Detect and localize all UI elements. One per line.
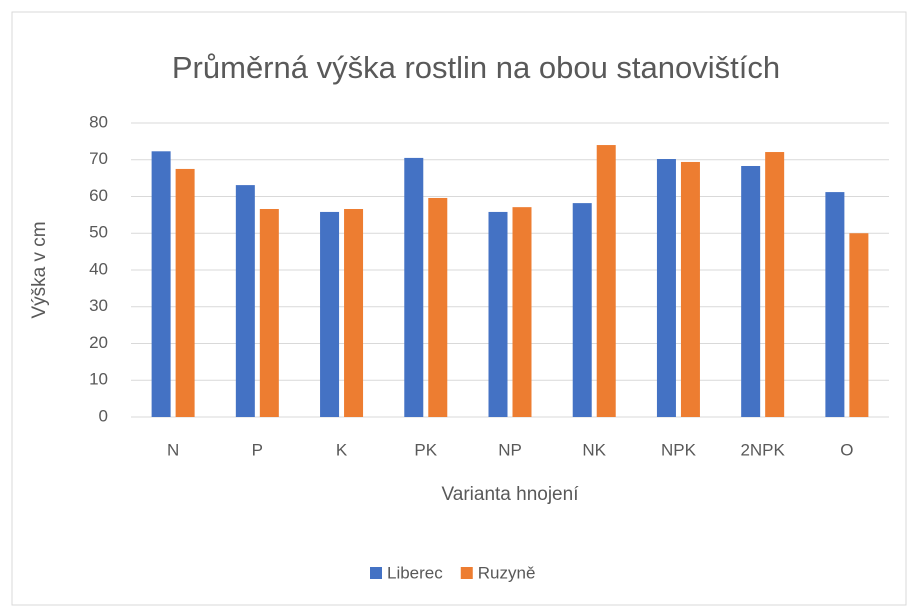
y-tick-label: 30 <box>89 296 108 315</box>
bar <box>235 185 255 417</box>
bar <box>344 208 364 417</box>
chart-title: Průměrná výška rostlin na obou stanovišt… <box>172 50 780 85</box>
bar <box>656 159 676 417</box>
x-tick-label: PK <box>414 440 437 459</box>
x-axis-label: Varianta hnojení <box>442 484 580 505</box>
bar <box>596 145 616 418</box>
bar <box>404 157 424 417</box>
bar <box>825 192 845 417</box>
x-tick-label: K <box>336 440 348 459</box>
bar <box>849 233 869 417</box>
y-axis-label: Výška v cm <box>29 221 50 318</box>
bar <box>741 165 761 417</box>
x-tick-label: O <box>840 440 853 459</box>
y-tick-label: 0 <box>99 406 108 425</box>
legend-swatch <box>460 567 473 579</box>
y-tick-label: 10 <box>89 370 108 389</box>
bar <box>512 207 532 417</box>
legend-swatch <box>370 567 382 579</box>
legend-label: Ruzyně <box>478 563 536 582</box>
x-tick-label: N <box>167 440 179 459</box>
legend-label: Liberec <box>387 563 443 582</box>
bar <box>151 151 171 418</box>
x-tick-label: NPK <box>661 440 697 459</box>
bar <box>175 168 195 417</box>
y-tick-label: 40 <box>89 259 108 278</box>
x-tick-label: 2NPK <box>740 440 785 459</box>
x-tick-label: NK <box>582 440 606 459</box>
x-tick-label: NP <box>498 440 522 459</box>
y-tick-label: 20 <box>89 333 108 352</box>
bar <box>488 211 508 417</box>
x-tick-label: P <box>252 440 263 459</box>
y-tick-label: 60 <box>89 186 108 205</box>
bar <box>320 211 340 417</box>
bar <box>259 208 279 417</box>
bar <box>765 152 785 417</box>
bar <box>680 161 700 417</box>
bar <box>428 197 448 417</box>
bar <box>572 203 592 417</box>
y-tick-label: 80 <box>89 112 108 131</box>
y-tick-label: 50 <box>89 223 108 242</box>
y-tick-label: 70 <box>89 149 108 168</box>
